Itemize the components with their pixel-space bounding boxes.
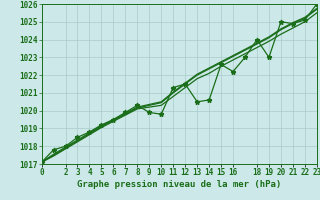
X-axis label: Graphe pression niveau de la mer (hPa): Graphe pression niveau de la mer (hPa) [77,180,281,189]
